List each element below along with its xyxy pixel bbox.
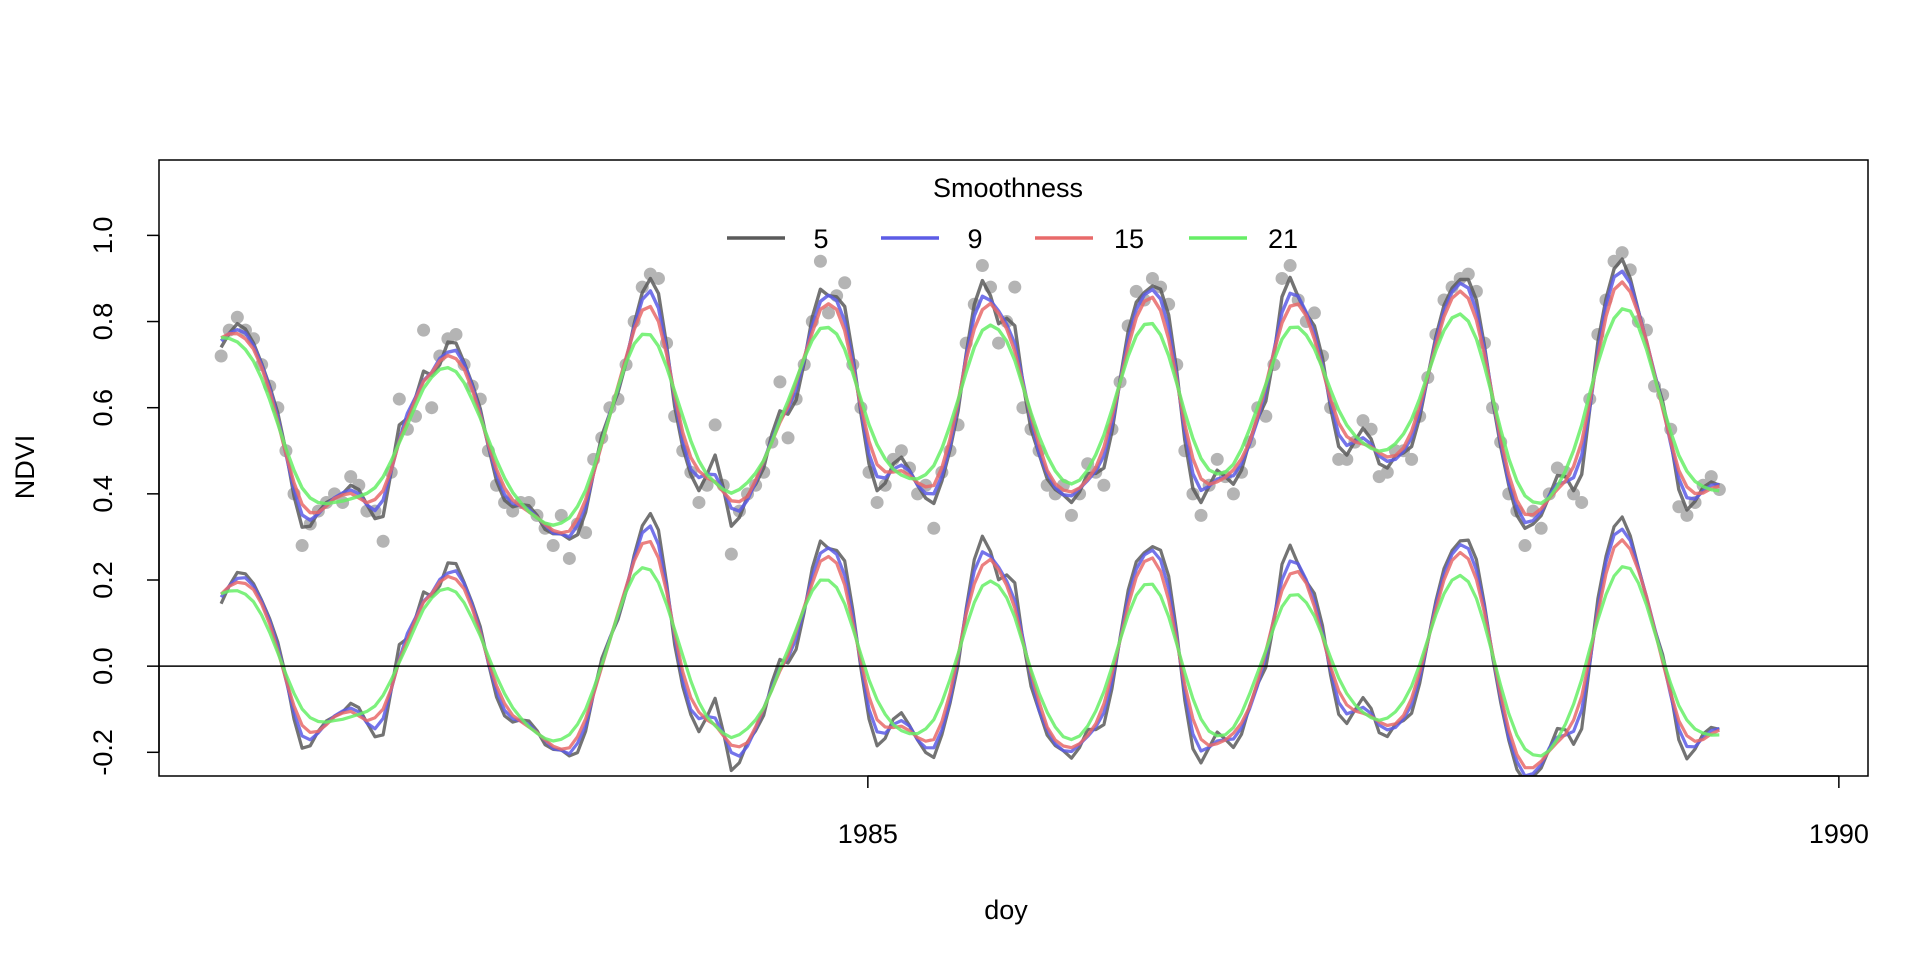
smoothed-series	[219, 257, 1720, 541]
plot-frame	[158, 159, 1869, 777]
ndvi-observation-point	[692, 495, 706, 509]
ndvi-observation-point	[822, 306, 836, 320]
ndvi-observation-point	[1518, 539, 1532, 553]
ndvi-observation-point	[449, 327, 463, 341]
ndvi-observation-point	[927, 521, 941, 535]
ndvi-observation-point	[838, 276, 852, 290]
ndvi-observation-point	[1680, 508, 1694, 522]
y-tick-label: 1.0	[88, 217, 118, 255]
x-tick-label: 1990	[1809, 819, 1869, 849]
ndvi-observation-point	[506, 504, 520, 518]
residual-line-9	[219, 524, 1720, 776]
y-tick-label: 0.4	[88, 475, 118, 513]
ndvi-observation-point	[773, 375, 787, 389]
ndvi-observation-point	[724, 547, 738, 561]
ndvi-observation-point	[870, 495, 884, 509]
ndvi-observation-point	[417, 323, 431, 337]
ndvi-observation-point	[230, 310, 244, 324]
ndvi-observation-point	[1154, 280, 1168, 294]
ndvi-observation-point	[781, 431, 795, 445]
ndvi-observation-point	[813, 254, 827, 268]
y-tick-label: 0.8	[88, 303, 118, 341]
ndvi-observation-point	[1283, 259, 1297, 273]
legend-title: Smoothness	[933, 173, 1083, 203]
y-tick-label: 0.6	[88, 389, 118, 427]
ndvi-observation-point	[425, 401, 439, 415]
ndvi-observation-point	[1672, 500, 1686, 514]
ndvi-observations	[214, 246, 1726, 565]
x-axis: 1985 1990	[838, 775, 1869, 849]
residual-line-15	[219, 538, 1720, 770]
ndvi-observation-point	[546, 539, 560, 553]
ndvi-observation-point	[1226, 487, 1240, 501]
ndvi-observation-point	[295, 539, 309, 553]
ndvi-observation-point	[579, 526, 593, 540]
x-axis-label: doy	[984, 895, 1028, 925]
ndvi-observation-point	[1097, 478, 1111, 492]
ndvi-observation-point	[975, 259, 989, 273]
ndvi-observation-point	[214, 349, 228, 363]
legend-label-21: 21	[1268, 224, 1298, 254]
y-tick-label: -0.2	[88, 729, 118, 776]
ndvi-observation-point	[1461, 267, 1475, 281]
smoothed-line-15	[220, 280, 1720, 535]
y-tick-label: 0.0	[88, 647, 118, 685]
ndvi-observation-point	[1380, 465, 1394, 479]
legend-label-5: 5	[813, 224, 828, 254]
ndvi-observation-point	[894, 444, 908, 458]
residual-line-21	[220, 565, 1720, 758]
x-tick-label: 1985	[838, 819, 898, 849]
ndvi-observation-point	[651, 271, 665, 285]
ndvi-observation-point	[1210, 452, 1224, 466]
ndvi-observation-point	[1145, 271, 1159, 285]
residual-line-5	[219, 511, 1720, 776]
residual-series	[219, 511, 1720, 776]
ndvi-observation-point	[344, 470, 358, 484]
ndvi-observation-point	[1064, 508, 1078, 522]
legend-label-9: 9	[967, 224, 982, 254]
ndvi-observation-point	[1340, 452, 1354, 466]
ndvi-observation-point	[1259, 409, 1273, 423]
ndvi-observation-point	[1704, 470, 1718, 484]
y-axis: -0.2 0.0 0.2 0.4 0.6 0.8 1.0	[88, 217, 160, 776]
ndvi-observation-point	[1567, 487, 1581, 501]
ndvi-observation-point	[562, 551, 576, 565]
ndvi-observation-point	[1615, 246, 1629, 260]
ndvi-observation-point	[1275, 271, 1289, 285]
smoothed-line-21	[220, 307, 1720, 527]
ndvi-observation-point	[992, 336, 1006, 350]
legend: Smoothness 5 9 15 21	[727, 173, 1298, 254]
ndvi-observation-point	[1356, 414, 1370, 428]
y-tick-label: 0.2	[88, 561, 118, 599]
ndvi-observation-point	[554, 508, 568, 522]
ndvi-observation-point	[1575, 495, 1589, 509]
ndvi-observation-point	[1405, 452, 1419, 466]
ndvi-observation-point	[1534, 521, 1548, 535]
ndvi-observation-point	[1129, 284, 1143, 298]
ndvi-observation-point	[1307, 306, 1321, 320]
legend-label-15: 15	[1114, 224, 1144, 254]
y-axis-label: NDVI	[10, 435, 40, 500]
ndvi-observation-point	[1194, 508, 1208, 522]
ndvi-observation-point	[392, 392, 406, 406]
ndvi-observation-point	[1008, 280, 1022, 294]
ndvi-observation-point	[376, 534, 390, 548]
ndvi-observation-point	[708, 418, 722, 432]
